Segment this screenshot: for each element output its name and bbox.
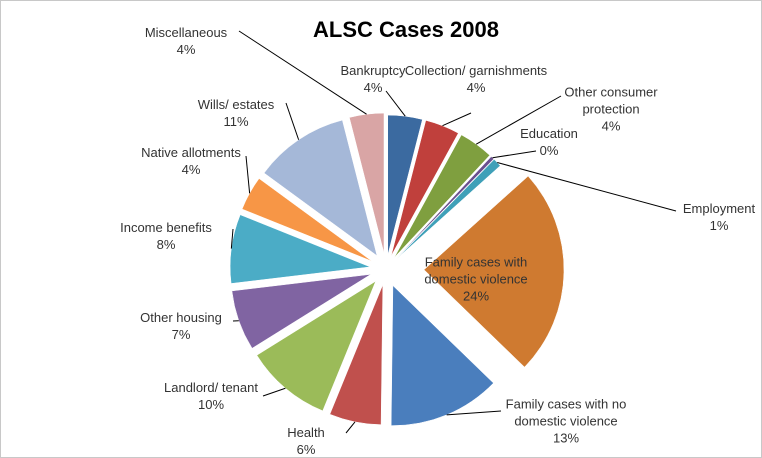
value-label: 4%: [176, 42, 196, 57]
value-label: 4%: [466, 80, 486, 95]
value-label: 6%: [296, 442, 316, 457]
leader-line: [442, 112, 472, 127]
slice-label: Family cases with no domestic violence 13…: [491, 396, 641, 447]
slice-label: Income benefits 8%: [91, 219, 241, 253]
leader-line: [345, 421, 356, 434]
category-label: Bankruptcy: [340, 63, 406, 78]
value-label: 4%: [363, 80, 383, 95]
leader-line: [230, 228, 234, 249]
value-label: 0%: [539, 143, 559, 158]
pie-slice: [349, 112, 385, 254]
slice-label: Other housing 7%: [106, 309, 256, 343]
value-label: 1%: [709, 218, 729, 233]
value-label: 11%: [223, 114, 249, 129]
pie-slice: [263, 119, 378, 257]
leader-line: [497, 162, 677, 212]
category-label: Other housing: [140, 310, 222, 325]
pie-slice: [423, 175, 565, 368]
slice-label: Other consumer protection 4%: [536, 84, 686, 135]
category-label: Health: [287, 425, 325, 440]
leader-line: [385, 90, 406, 117]
leader-line: [446, 410, 502, 416]
chart-title: ALSC Cases 2008: [313, 17, 499, 42]
leader-line: [285, 102, 300, 140]
category-label: Income benefits: [120, 220, 212, 235]
category-label: Landlord/ tenant: [164, 380, 258, 395]
slice-label: Family cases with domestic violence 24%: [416, 254, 536, 305]
category-label: Other consumer protection: [564, 84, 658, 117]
category-label: Family cases with no domestic violence: [505, 396, 627, 429]
slice-label: Collection/ garnishments 4%: [401, 62, 551, 96]
category-label: Wills/ estates: [197, 97, 275, 112]
value-label: 7%: [171, 327, 191, 342]
category-label: Collection/ garnishments: [404, 63, 548, 78]
category-label: Miscellaneous: [144, 25, 228, 40]
slice-label: Landlord/ tenant 10%: [136, 379, 286, 413]
value-label: 8%: [156, 237, 176, 252]
pie-slice: [387, 114, 423, 256]
category-label: Employment: [682, 201, 756, 216]
slice-label: Wills/ estates 11%: [161, 96, 311, 130]
leader-line: [475, 95, 562, 145]
slice-label: Bankruptcy 4%: [298, 62, 448, 96]
slice-label: Employment 1%: [644, 200, 761, 234]
leader-line: [262, 387, 286, 397]
value-label: 4%: [181, 162, 201, 177]
pie-slice: [231, 274, 372, 349]
slice-label: Native allotments 4%: [116, 144, 266, 178]
slice-label: Education 0%: [474, 125, 624, 159]
pie-slice: [395, 159, 501, 260]
category-label: Native allotments: [141, 145, 241, 160]
value-label: 4%: [601, 118, 621, 134]
leader-line: [238, 30, 367, 115]
category-label: Family cases with domestic violence: [424, 254, 528, 287]
leader-line: [245, 155, 251, 194]
pie-slice: [256, 280, 377, 412]
pie-slice: [393, 134, 491, 258]
slice-label: Miscellaneous 4%: [111, 24, 261, 58]
value-label: 13%: [552, 430, 580, 446]
value-label: 10%: [197, 397, 225, 412]
pie-slice: [329, 284, 384, 425]
category-label: Education: [520, 126, 578, 141]
leader-line: [492, 150, 537, 159]
slice-label: Health 6%: [231, 424, 381, 457]
value-label: 24%: [462, 288, 490, 304]
